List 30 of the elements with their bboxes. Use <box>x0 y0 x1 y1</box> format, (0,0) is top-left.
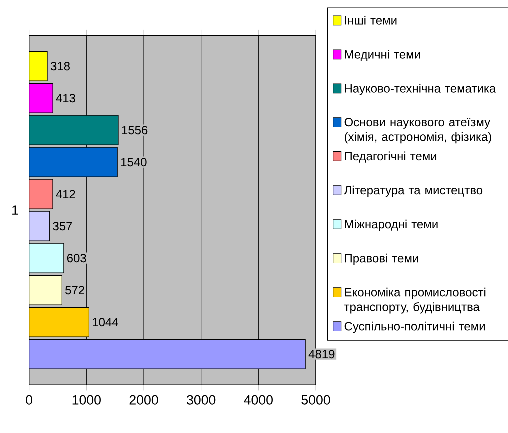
data-label: 1540 <box>121 158 147 167</box>
data-label: 318 <box>50 62 70 71</box>
x-tick-label: 1000 <box>72 395 101 405</box>
data-label: 357 <box>53 222 72 231</box>
legend-label: Інші теми <box>345 16 397 25</box>
x-tick-label: 4000 <box>244 395 273 405</box>
bar <box>29 51 48 82</box>
legend-label: Педагогічні теми <box>345 152 437 163</box>
legend-label: Суспільно-політичні теми <box>344 322 485 334</box>
x-tick-label: 0 <box>26 395 33 405</box>
data-label: 1044 <box>93 318 118 327</box>
legend-label: Науково-технічна тематика <box>345 84 496 96</box>
x-tick-label: 3000 <box>187 395 216 405</box>
x-tick-label: 5000 <box>302 395 330 405</box>
legend-label: Медичні теми <box>345 50 420 62</box>
bar <box>29 83 54 114</box>
legend-label: Основи наукового атеїзму (хімія, астрономія, фізика) <box>344 118 492 144</box>
data-label: 1556 <box>122 126 148 135</box>
data-label: 603 <box>67 254 86 263</box>
data-label: 572 <box>66 286 84 295</box>
legend-label: Економіка промисловості транспорту, будівництва <box>344 288 486 314</box>
legend-label: Правові теми <box>345 254 418 266</box>
data-label: 4819 <box>308 350 335 359</box>
data-label: 413 <box>56 94 76 103</box>
x-tick-label: 2000 <box>130 395 158 405</box>
legend-label: Література та мистецтво <box>344 186 483 198</box>
y-tick-label: 1 <box>12 206 18 215</box>
legend-label: Міжнародні теми <box>345 220 438 232</box>
bar <box>29 179 54 210</box>
data-label: 412 <box>56 190 76 199</box>
